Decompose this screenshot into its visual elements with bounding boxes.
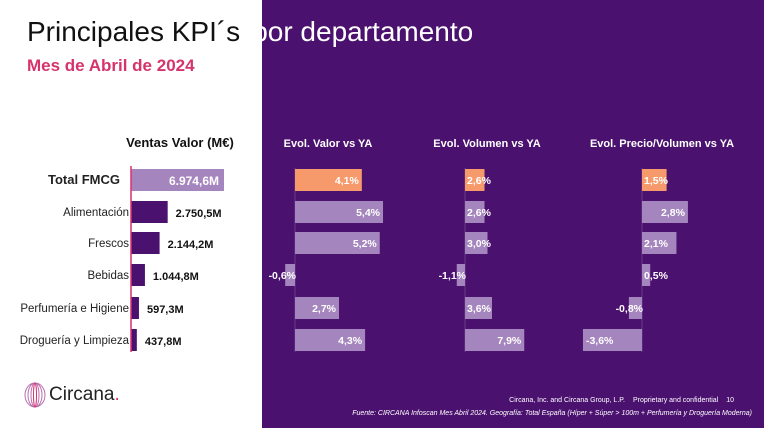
data-label: 2,6% (467, 207, 492, 219)
data-label: -3,6% (586, 335, 614, 347)
data-label: 6.974,6M (169, 174, 219, 188)
bar (465, 201, 485, 223)
bar-ventas (131, 201, 168, 223)
bar (465, 232, 488, 254)
bar (642, 201, 688, 223)
source-note: Fuente: CIRCANA Infoscan Mes Abril 2024.… (352, 410, 752, 417)
bar-ventas (131, 329, 137, 351)
category-label: Alimentación (63, 207, 129, 219)
data-label: -0,6% (269, 270, 297, 282)
bar (295, 169, 362, 191)
data-label: 2,1% (644, 238, 669, 250)
data-label: 5,4% (356, 207, 381, 219)
bar-ventas (131, 232, 160, 254)
data-label: 2,7% (312, 303, 337, 315)
circana-logo-icon (24, 382, 46, 408)
category-label: Droguería y Limpieza (20, 335, 130, 347)
data-label: 1.044,8M (153, 271, 199, 283)
title-bar: Principales KPI´s por departamento (27, 16, 473, 48)
category-label: Frescos (88, 238, 129, 250)
page-subtitle: Mes de Abril de 2024 (27, 56, 195, 75)
bar (465, 169, 485, 191)
footer-legal-row: Circana, Inc. and Circana Group, L.P. Pr… (509, 397, 734, 404)
chart-title: Evol. Precio/Volumen vs YA (590, 138, 734, 150)
bar-ventas (131, 297, 139, 319)
page-number: 10 (726, 397, 734, 404)
bar (642, 264, 651, 286)
confidential-note: Proprietary and confidential (632, 397, 719, 404)
data-label: 437,8M (145, 336, 182, 348)
data-label: 3,6% (467, 303, 492, 315)
data-label: 3,0% (467, 238, 492, 250)
bar (642, 169, 667, 191)
data-label: 4,3% (338, 335, 363, 347)
data-label: 2,6% (467, 175, 492, 187)
bar (285, 264, 295, 286)
bar (295, 201, 384, 223)
data-label: 4,1% (335, 175, 360, 187)
copyright: Circana, Inc. and Circana Group, L.P. (509, 397, 625, 404)
data-label: 2,8% (661, 207, 686, 219)
data-label: 7,9% (497, 335, 522, 347)
bar (642, 232, 677, 254)
data-label: -0,8% (616, 303, 644, 315)
data-label: 2.144,2M (168, 239, 214, 251)
category-label: Bebidas (87, 270, 129, 282)
bar (628, 297, 642, 319)
brand-dot: . (114, 384, 120, 405)
bar (465, 297, 492, 319)
bar (295, 297, 340, 319)
chart-title: Evol. Valor vs YA (284, 138, 373, 150)
category-label: Perfumería e Higiene (20, 303, 129, 315)
data-label: 2.750,5M (176, 208, 222, 220)
brand-name: Circana (49, 384, 115, 405)
data-label: 597,3M (147, 304, 184, 316)
bar (295, 232, 380, 254)
category-label: Total FMCG (48, 172, 120, 187)
bar (465, 329, 525, 351)
data-label: -1,1% (439, 270, 467, 282)
page-title-right: por departamento (252, 16, 474, 47)
page-title: Principales KPI´s (27, 16, 241, 47)
data-label: 1,5% (644, 175, 669, 187)
bar (582, 329, 642, 351)
bar-ventas (131, 264, 145, 286)
data-label: 0,5% (644, 270, 669, 282)
data-label: 5,2% (353, 238, 378, 250)
chart-title: Evol. Volumen vs YA (433, 138, 540, 150)
bar-ventas (131, 169, 224, 191)
chart-title-ventas: Ventas Valor (M€) (126, 135, 234, 150)
bar (456, 264, 465, 286)
bar (295, 329, 366, 351)
circana-logo: Circana. (24, 382, 120, 408)
